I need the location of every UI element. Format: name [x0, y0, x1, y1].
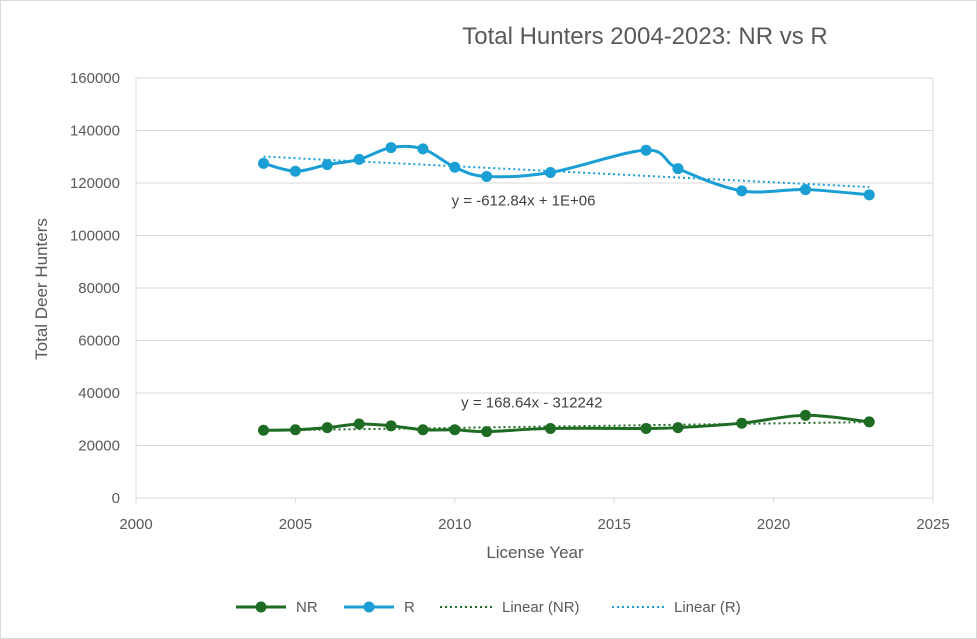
- data-point-r: [385, 142, 397, 154]
- legend-item-linear-r: Linear (R): [612, 599, 741, 616]
- trendline-equation-nr: y = 168.64x - 312242: [461, 394, 602, 411]
- data-point-r: [449, 161, 461, 173]
- axes: 0 20000 40000 60000 80000 100000 120000 140000 1…: [70, 70, 950, 533]
- legend-label: Linear (NR): [502, 599, 580, 616]
- y-tick-label: 140000: [70, 123, 120, 140]
- data-point-nr: [799, 409, 811, 421]
- x-tick-label: 2005: [279, 516, 312, 533]
- data-point-r: [640, 144, 652, 156]
- y-tick-label: 40000: [78, 385, 120, 402]
- legend-label: Linear (R): [674, 599, 741, 616]
- y-tick-label: 60000: [78, 333, 120, 350]
- y-tick-label: 100000: [70, 228, 120, 245]
- data-point-r: [321, 159, 333, 171]
- x-tick-label: 2025: [916, 516, 949, 533]
- series-line-r: [263, 144, 870, 197]
- data-point-nr: [289, 424, 301, 436]
- data-point-nr: [385, 420, 397, 432]
- gridlines: [136, 77, 933, 446]
- data-point-r: [353, 153, 365, 165]
- data-point-r: [258, 157, 270, 169]
- legend-label: R: [404, 599, 415, 616]
- legend-swatch-marker: [255, 601, 267, 613]
- data-point-r: [289, 165, 301, 177]
- y-tick-label: 120000: [70, 175, 120, 192]
- x-axis-title: License Year: [486, 543, 584, 562]
- data-point-r: [672, 163, 684, 175]
- data-point-nr: [544, 422, 556, 434]
- legend: NR R Linear (NR) Linear (R): [236, 599, 741, 616]
- x-tick-label: 2020: [757, 516, 790, 533]
- data-point-r: [544, 167, 556, 178]
- y-tick-label: 80000: [78, 280, 120, 297]
- legend-item-linear-nr: Linear (NR): [440, 599, 580, 616]
- data-point-r: [799, 184, 811, 196]
- data-point-r: [481, 170, 493, 182]
- trendline-r: [263, 155, 870, 189]
- data-point-nr: [672, 422, 684, 434]
- series-r: [258, 142, 875, 201]
- data-point-r: [863, 189, 875, 201]
- data-point-nr: [736, 417, 748, 429]
- data-point-nr: [417, 424, 429, 436]
- y-axis-title: Total Deer Hunters: [32, 218, 51, 360]
- data-point-nr: [481, 426, 493, 438]
- x-tick-label: 2010: [438, 516, 471, 533]
- data-point-r: [417, 143, 429, 155]
- legend-item-nr: NR: [236, 599, 318, 616]
- series-layer: [258, 142, 875, 438]
- data-point-r: [736, 185, 748, 197]
- x-tick-label: 2000: [119, 516, 152, 533]
- y-tick-label: 0: [112, 490, 120, 507]
- data-point-nr: [640, 422, 652, 434]
- data-point-nr: [863, 416, 875, 428]
- x-tick-label: 2015: [598, 516, 631, 533]
- y-tick-label: 20000: [78, 438, 120, 455]
- trendlines: [263, 155, 870, 432]
- legend-item-r: R: [344, 599, 415, 616]
- data-point-nr: [258, 424, 270, 436]
- legend-swatch-marker: [363, 601, 375, 613]
- chart-title: Total Hunters 2004-2023: NR vs R: [462, 23, 828, 50]
- data-point-nr: [449, 424, 461, 436]
- y-tick-label: 160000: [70, 70, 120, 87]
- data-point-nr: [353, 418, 365, 430]
- trendline-equation-r: y = -612.84x + 1E+06: [452, 192, 596, 209]
- legend-label: NR: [296, 599, 318, 616]
- series-nr: [258, 409, 875, 438]
- trendline-nr: [263, 421, 870, 432]
- data-point-nr: [321, 422, 333, 434]
- trendline-equations: y = 168.64x - 312242 y = -612.84x + 1E+06: [452, 192, 603, 411]
